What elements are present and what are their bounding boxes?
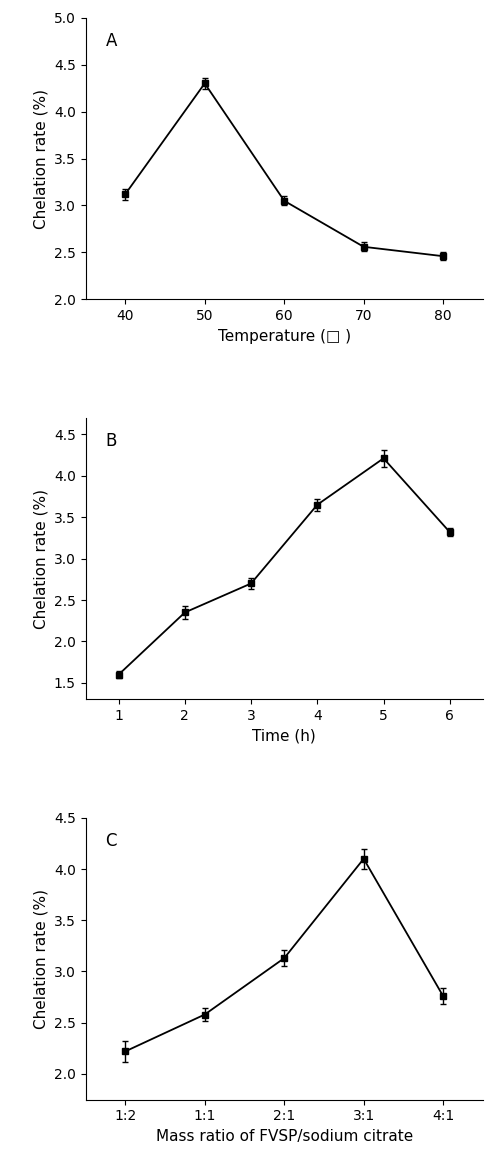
Y-axis label: Chelation rate (%): Chelation rate (%) (33, 88, 48, 228)
Y-axis label: Chelation rate (%): Chelation rate (%) (33, 488, 48, 629)
Text: B: B (106, 432, 117, 449)
Text: A: A (106, 32, 117, 49)
X-axis label: Mass ratio of FVSP/sodium citrate: Mass ratio of FVSP/sodium citrate (155, 1129, 413, 1144)
Y-axis label: Chelation rate (%): Chelation rate (%) (33, 889, 48, 1029)
Text: C: C (106, 831, 117, 850)
X-axis label: Temperature (□ ): Temperature (□ ) (218, 328, 351, 343)
X-axis label: Time (h): Time (h) (253, 729, 316, 743)
